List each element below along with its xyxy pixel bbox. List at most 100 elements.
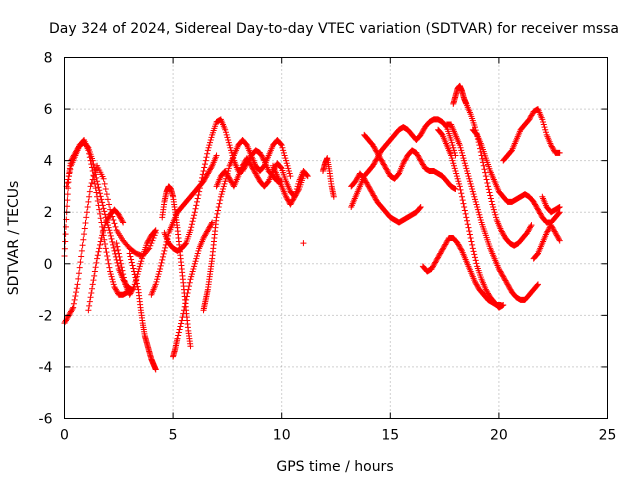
series-trace-24 [500,106,563,164]
data-point [194,250,201,257]
data-point [534,251,541,258]
data-point [158,259,165,266]
series-trace-14 [300,240,307,247]
data-point [78,247,85,254]
data-point [264,179,271,186]
data-point [419,160,426,167]
data-point [96,241,103,248]
data-point [81,225,88,232]
data-point [417,204,424,211]
data-point [372,146,379,153]
data-point [208,164,215,171]
data-point [86,302,93,309]
data-point [382,165,389,172]
data-point [550,146,557,153]
data-point [457,186,464,193]
data-point [90,161,97,168]
data-point [104,253,111,260]
series-trace-12 [213,155,307,200]
data-point [73,285,80,292]
data-point [92,185,99,192]
data-point [213,214,220,221]
data-point [87,183,94,190]
data-point [380,161,387,168]
data-point [289,197,296,204]
data-point [452,167,459,174]
data-point [62,318,69,325]
data-point [96,210,103,217]
data-point [159,253,166,260]
data-point [146,235,153,241]
data-point [138,255,145,262]
data-point [207,166,214,173]
data-point [225,173,232,180]
data-point [371,193,378,200]
data-point [228,178,235,185]
data-point [220,186,227,193]
data-point [224,171,231,178]
data-point [180,310,187,317]
data-point [475,209,482,216]
data-point [243,155,250,162]
data-point [371,144,378,151]
data-point [491,209,498,216]
data-point [485,291,492,298]
data-point [249,165,256,172]
data-point [456,142,463,149]
data-point [65,313,72,320]
data-point [282,155,289,162]
data-point [438,130,445,137]
data-point [204,150,211,157]
data-point [128,256,135,263]
data-point [127,290,134,297]
data-point [182,300,189,307]
data-point [374,149,381,156]
data-point [245,157,252,164]
data-point [97,193,104,200]
data-point [111,283,118,290]
data-point [498,271,505,278]
y-tick-label: -2 [39,308,53,324]
data-point [106,201,113,208]
data-point [130,265,137,272]
data-point [448,139,455,146]
data-point [106,264,113,271]
data-point [159,256,166,263]
data-point [243,141,250,148]
data-point [414,151,421,158]
data-point [241,160,248,167]
data-point [430,262,437,269]
data-point [129,286,136,293]
data-point [383,166,390,173]
data-point [179,314,186,321]
data-point [533,204,540,211]
data-point [69,305,76,312]
data-point [449,157,456,164]
data-point [206,167,213,174]
data-point [133,277,140,284]
data-point [534,281,541,288]
data-point [366,184,373,191]
data-point [226,175,233,182]
data-point [555,236,562,243]
data-point [110,278,117,285]
data-point [191,263,198,270]
data-point [155,271,162,278]
data-point [102,222,109,229]
data-point [192,258,199,265]
data-point [556,204,563,211]
data-point [97,238,104,245]
data-point [116,253,123,260]
series-trace-16 [348,170,424,226]
data-point [434,255,441,262]
data-point [80,236,87,243]
data-point [225,174,232,181]
data-point [469,188,476,195]
data-point [115,250,122,257]
data-point [469,245,476,252]
data-point [191,209,198,216]
data-point [251,169,258,176]
data-point [246,158,253,165]
data-point [145,237,152,244]
data-point [205,225,212,232]
